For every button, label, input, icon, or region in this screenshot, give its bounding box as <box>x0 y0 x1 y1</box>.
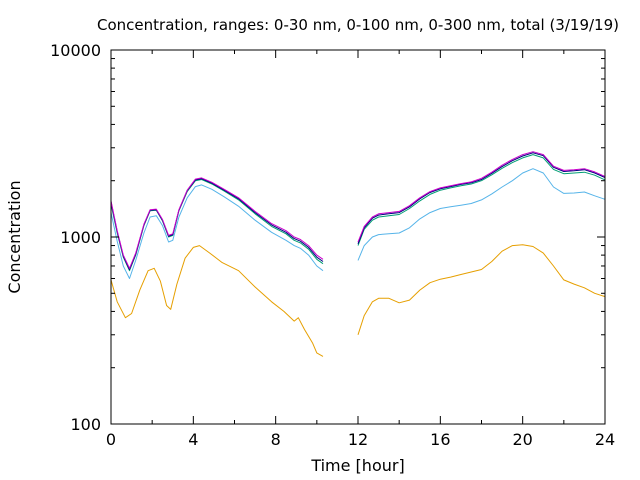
x-tick-label: 4 <box>188 430 198 449</box>
x-axis-label: Time [hour] <box>310 456 404 475</box>
ticks-layer: 0 4 8 12 16 20 24 100 1000 10000 <box>50 41 615 449</box>
series-2-line-segment-2 <box>357 168 606 261</box>
series-3-line-segment-1 <box>110 179 324 272</box>
x-tick-label: 12 <box>348 430 368 449</box>
x-tick-label: 20 <box>512 430 532 449</box>
chart-title: Concentration, ranges: 0-30 nm, 0-100 nm… <box>97 16 619 34</box>
y-tick-label: 100 <box>70 415 101 434</box>
series-5-line-segment-2 <box>357 151 606 243</box>
plot-frame <box>110 49 606 425</box>
series-2-line-segment-1 <box>110 184 324 279</box>
y-tick-label: 1000 <box>60 228 101 247</box>
series-1-line-segment-2 <box>357 244 606 335</box>
series-4-line-segment-2 <box>357 152 606 244</box>
series-3-line-segment-2 <box>357 154 606 246</box>
x-tick-label: 16 <box>430 430 450 449</box>
series-layer <box>110 151 606 357</box>
series-1-line-segment-1 <box>110 245 324 357</box>
series-5-line-segment-1 <box>110 177 324 269</box>
x-tick-label: 24 <box>595 430 615 449</box>
y-axis-label: Concentration <box>5 180 24 293</box>
x-tick-label: 8 <box>271 430 281 449</box>
x-tick-label: 0 <box>106 430 116 449</box>
y-tick-label: 10000 <box>50 41 101 60</box>
